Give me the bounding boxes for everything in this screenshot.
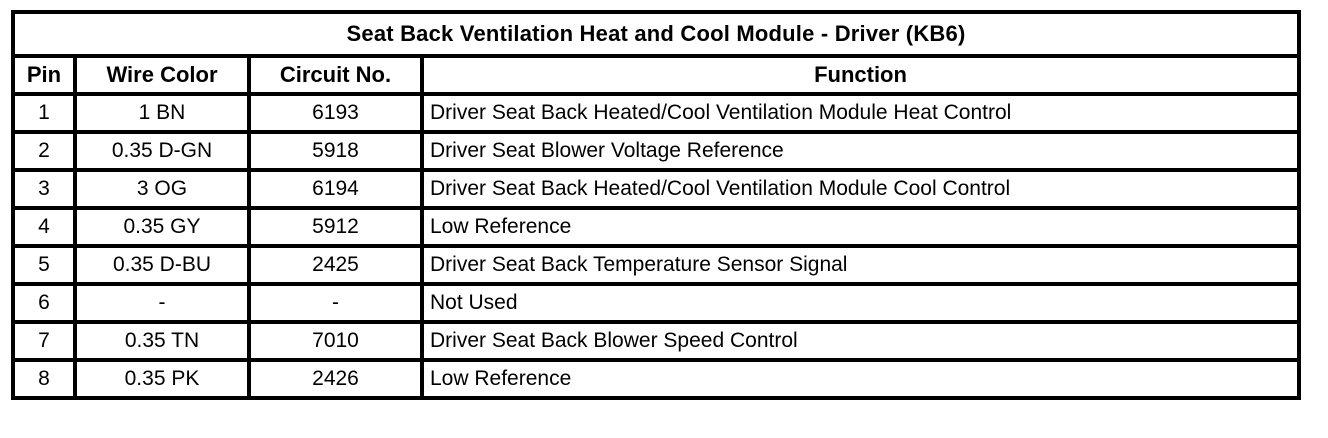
wire-color-cell: 3 OG xyxy=(73,168,251,210)
wire-color-cell: - xyxy=(73,282,251,324)
function-cell: Low Reference xyxy=(420,358,1301,400)
wire-color-cell: 0.35 PK xyxy=(73,358,251,400)
table-row: 1 1 BN 6193 Driver Seat Back Heated/Cool… xyxy=(11,92,1301,134)
table-row: 7 0.35 TN 7010 Driver Seat Back Blower S… xyxy=(11,320,1301,362)
function-cell: Not Used xyxy=(420,282,1301,324)
pin-cell: 7 xyxy=(11,320,77,362)
circuit-no-cell: 7010 xyxy=(247,320,424,362)
column-header-wire-color: Wire Color xyxy=(73,54,251,96)
circuit-no-cell: 2426 xyxy=(247,358,424,400)
pin-cell: 4 xyxy=(11,206,77,248)
pin-cell: 3 xyxy=(11,168,77,210)
wire-color-cell: 0.35 D-BU xyxy=(73,244,251,286)
column-header-function: Function xyxy=(420,54,1301,96)
wire-color-cell: 0.35 D-GN xyxy=(73,130,251,172)
circuit-no-cell: 5912 xyxy=(247,206,424,248)
function-cell: Low Reference xyxy=(420,206,1301,248)
table-row: 2 0.35 D-GN 5918 Driver Seat Blower Volt… xyxy=(11,130,1301,172)
wire-color-cell: 0.35 TN xyxy=(73,320,251,362)
table-title-row: Seat Back Ventilation Heat and Cool Modu… xyxy=(11,10,1301,58)
circuit-no-cell: 2425 xyxy=(247,244,424,286)
table-title: Seat Back Ventilation Heat and Cool Modu… xyxy=(11,10,1301,58)
pin-cell: 2 xyxy=(11,130,77,172)
function-cell: Driver Seat Back Heated/Cool Ventilation… xyxy=(420,92,1301,134)
table-header-row: Pin Wire Color Circuit No. Function xyxy=(11,54,1301,96)
wire-color-cell: 1 BN xyxy=(73,92,251,134)
function-cell: Driver Seat Back Blower Speed Control xyxy=(420,320,1301,362)
connector-pinout-table: Seat Back Ventilation Heat and Cool Modu… xyxy=(11,10,1301,400)
table-row: 5 0.35 D-BU 2425 Driver Seat Back Temper… xyxy=(11,244,1301,286)
table-row: 6 - - Not Used xyxy=(11,282,1301,324)
circuit-no-cell: - xyxy=(247,282,424,324)
function-cell: Driver Seat Back Temperature Sensor Sign… xyxy=(420,244,1301,286)
pin-cell: 8 xyxy=(11,358,77,400)
pin-cell: 5 xyxy=(11,244,77,286)
table-row: 3 3 OG 6194 Driver Seat Back Heated/Cool… xyxy=(11,168,1301,210)
circuit-no-cell: 5918 xyxy=(247,130,424,172)
table-row: 8 0.35 PK 2426 Low Reference xyxy=(11,358,1301,400)
function-cell: Driver Seat Back Heated/Cool Ventilation… xyxy=(420,168,1301,210)
pin-cell: 6 xyxy=(11,282,77,324)
wire-color-cell: 0.35 GY xyxy=(73,206,251,248)
table-row: 4 0.35 GY 5912 Low Reference xyxy=(11,206,1301,248)
circuit-no-cell: 6193 xyxy=(247,92,424,134)
circuit-no-cell: 6194 xyxy=(247,168,424,210)
pin-cell: 1 xyxy=(11,92,77,134)
column-header-circuit-no: Circuit No. xyxy=(247,54,424,96)
function-cell: Driver Seat Blower Voltage Reference xyxy=(420,130,1301,172)
column-header-pin: Pin xyxy=(11,54,77,96)
